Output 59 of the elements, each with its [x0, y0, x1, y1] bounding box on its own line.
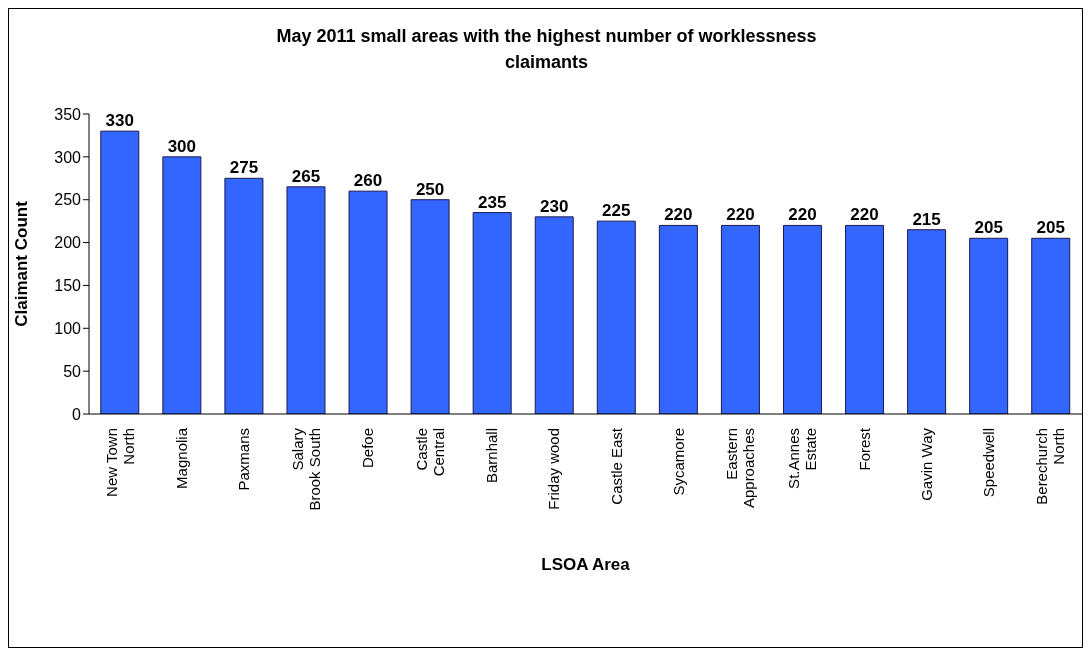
x-tick-label: St.Annes Estate — [785, 428, 820, 489]
y-tick-label: 250 — [54, 191, 82, 209]
bar — [224, 177, 264, 414]
data-label: 265 — [291, 166, 321, 186]
x-tick-label: Castle East — [607, 427, 625, 505]
y-axis-title: Claimant Count — [12, 200, 32, 327]
x-axis-title: LSOA Area — [541, 555, 631, 574]
x-tick-label: Defoe — [359, 428, 377, 469]
data-label: 330 — [105, 111, 134, 131]
bar — [348, 190, 388, 414]
bar — [969, 237, 1009, 414]
x-tick-label: Berechurch North — [1033, 428, 1068, 505]
data-label: 205 — [1036, 218, 1065, 238]
x-tick-label: Magnolia — [173, 427, 191, 489]
data-label: 275 — [229, 158, 259, 178]
y-tick-label: 200 — [54, 234, 82, 252]
x-tick-label: Eastern Approaches — [723, 428, 758, 509]
bar — [286, 186, 326, 414]
bar — [472, 212, 512, 414]
data-label: 220 — [850, 205, 879, 225]
bar — [596, 220, 636, 414]
x-tick-label: Paxmans — [235, 428, 253, 491]
x-tick-label: Gavin Way — [917, 427, 935, 501]
x-tick-label: New Town North — [102, 428, 137, 497]
y-tick-label: 350 — [54, 105, 82, 123]
data-label: 235 — [477, 192, 507, 212]
data-label: 260 — [353, 171, 383, 191]
data-label: 215 — [912, 209, 941, 229]
x-tick-label: Speedwell — [979, 428, 997, 498]
x-tick-label: Forest — [855, 427, 873, 471]
bar — [100, 130, 140, 414]
y-tick-label: 0 — [72, 405, 82, 423]
y-tick-label: 300 — [54, 148, 82, 166]
bar — [534, 216, 574, 414]
data-label: 300 — [167, 136, 197, 156]
x-tick-label: Barnhall — [483, 428, 501, 484]
bar — [845, 224, 885, 414]
bar — [907, 229, 947, 414]
x-tick-label: Castle Central — [412, 428, 447, 477]
x-tick-label: Sycamore — [669, 428, 687, 496]
y-tick-label: 150 — [54, 277, 82, 295]
data-label: 250 — [415, 179, 445, 199]
data-label: 220 — [726, 205, 755, 225]
y-tick-label: 50 — [63, 362, 82, 380]
x-tick-label: Salary Brook South — [288, 427, 323, 511]
data-label: 205 — [974, 218, 1003, 238]
chart-title: May 2011 small areas with the highest number of worklessness claimants — [275, 25, 818, 74]
bar — [658, 224, 698, 414]
bar — [720, 224, 760, 414]
data-label: 220 — [664, 205, 693, 225]
data-label: 220 — [788, 205, 817, 225]
bar — [162, 156, 202, 414]
bar — [1031, 237, 1071, 414]
data-label: 230 — [540, 196, 569, 216]
bar — [782, 224, 822, 414]
y-tick-label: 100 — [54, 319, 82, 337]
bar — [410, 199, 450, 414]
x-tick-label: Friday wood — [545, 428, 563, 510]
data-label: 225 — [602, 201, 631, 221]
